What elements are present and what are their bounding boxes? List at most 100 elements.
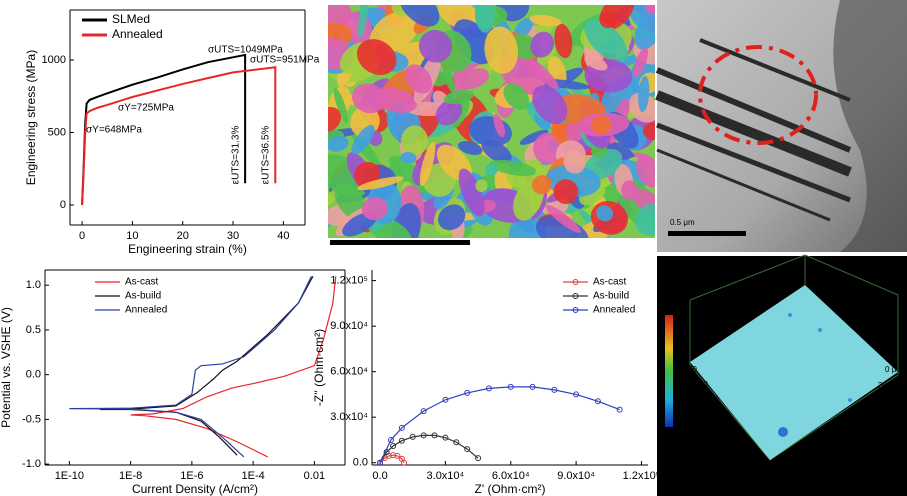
- surface-axis-label: 80: [840, 426, 849, 435]
- surface-axis-label: 0 μm: [885, 365, 903, 374]
- legend-label: As-build: [125, 291, 161, 302]
- tem-stripe: [655, 90, 852, 177]
- surface-axis-label: 120: [853, 411, 867, 420]
- data-point: [573, 391, 580, 398]
- ebsd-grain: [418, 29, 453, 63]
- ebsd-grain: [457, 140, 483, 155]
- series-line: [81, 66, 277, 206]
- x-tick-label: 1.2x10⁵: [623, 470, 661, 482]
- colorbar-tick-label: 15: [678, 340, 687, 349]
- x-tick-label: 1E-6: [180, 470, 203, 482]
- ebsd-grain: [404, 64, 433, 94]
- surface-axis-label: 80: [732, 425, 741, 434]
- ebsd-grain: [401, 125, 429, 156]
- annotation: εUTS=36.5%: [261, 126, 272, 185]
- ebsd-grain: [358, 100, 374, 109]
- surface-axis-label: 200: [878, 381, 892, 390]
- legend-label: As-build: [593, 291, 629, 302]
- legend-label: As-cast: [593, 277, 627, 288]
- ebsd-grain: [642, 122, 655, 140]
- ebsd-grain: [484, 163, 498, 177]
- ebsd-grain: [399, 5, 440, 27]
- x-axis-title: Current Density (A/cm²): [132, 482, 258, 496]
- fit-line: [379, 434, 479, 464]
- box-edge: [689, 254, 899, 375]
- tem-stripes: [655, 38, 852, 222]
- ebsd-scale-bar: [330, 240, 470, 245]
- y-tick-label: 1000: [42, 54, 66, 66]
- legend-marker: [572, 293, 579, 299]
- data-point: [387, 436, 394, 443]
- ebsd-grain: [529, 14, 562, 27]
- tem-stripe: [656, 122, 851, 203]
- colorbar-tick-label: 10: [678, 367, 687, 376]
- tem-stripe: [699, 38, 851, 102]
- ebsd-grain: [351, 124, 375, 155]
- ebsd-grain: [333, 87, 349, 124]
- tem-highlight: [698, 45, 818, 145]
- data-point: [464, 446, 471, 453]
- series-line: [99, 275, 314, 456]
- data-point: [475, 455, 482, 462]
- colorbar-tick-label: 5: [678, 394, 683, 403]
- ebsd-grain: [591, 115, 612, 135]
- surface-axis-label: 40: [743, 440, 752, 449]
- box-edge: [689, 300, 899, 461]
- data-point: [420, 408, 427, 415]
- annotation: σY=725MPa: [118, 103, 174, 114]
- surface-axis-label: 20: [898, 293, 907, 302]
- y-tick-label: 0.0: [26, 369, 41, 381]
- tem-scale-label: 0.5 μm: [670, 218, 695, 227]
- ebsd-grain: [361, 197, 388, 221]
- ebsd-grain: [553, 179, 579, 205]
- data-point: [464, 389, 471, 396]
- tem-stripe: [656, 148, 831, 222]
- ebsd-grain: [391, 5, 410, 17]
- legend-marker: [572, 279, 579, 285]
- surface-pit: [818, 328, 822, 332]
- ebsd-grain: [532, 85, 568, 125]
- ebsd-grain: [599, 11, 617, 29]
- ebsd-grain: [357, 176, 404, 191]
- colorbar-tick-label: 20: [678, 313, 687, 322]
- y-tick-label: -0.5: [22, 413, 41, 425]
- ebsd-grain: [358, 5, 369, 39]
- data-point: [594, 398, 601, 405]
- ebsd-grain: [596, 205, 614, 222]
- y-tick-label: 0.5: [26, 324, 41, 336]
- data-point: [377, 459, 384, 466]
- ebsd-grain: [638, 75, 650, 113]
- ebsd-grain: [391, 202, 421, 238]
- data-point: [409, 433, 416, 440]
- fit-line: [379, 386, 620, 463]
- tem-image: 0.5 μm: [655, 0, 907, 252]
- y-tick-label: 1.0: [26, 279, 41, 291]
- y-tick-label: 9.0x10⁴: [330, 320, 368, 332]
- legend-label: Annealed: [593, 305, 635, 316]
- ebsd-grain: [531, 175, 552, 195]
- y-tick-label: -1.0: [22, 458, 41, 470]
- tem-scale-bar: [668, 231, 746, 236]
- surface-axis-label: 160: [866, 396, 880, 405]
- annotation: σY=648MPa: [86, 125, 142, 136]
- x-tick-label: 1E-8: [119, 470, 142, 482]
- surface-axis-label: 0 μm: [745, 455, 763, 464]
- ebsd-grain: [634, 203, 655, 236]
- ebsd-grain: [459, 68, 490, 90]
- y-tick-label: 6.0x10⁴: [330, 366, 368, 378]
- legend-label: SLMed: [112, 12, 150, 26]
- ebsd-grain: [634, 12, 655, 50]
- data-point: [485, 385, 492, 392]
- data-point: [507, 383, 514, 390]
- surface-box: [689, 254, 899, 461]
- x-tick-label: 9.0x10⁴: [557, 470, 595, 482]
- surface-axis-label: 40: [826, 441, 835, 450]
- x-tick-label: 10: [126, 230, 138, 242]
- y-tick-label: 500: [48, 126, 66, 138]
- ebsd-grain: [632, 188, 655, 215]
- surface: [690, 285, 898, 460]
- data-point: [398, 424, 405, 431]
- ebsd-grain: [489, 159, 538, 176]
- tem-dark-region: [833, 0, 907, 252]
- ebsd-grain: [503, 83, 530, 110]
